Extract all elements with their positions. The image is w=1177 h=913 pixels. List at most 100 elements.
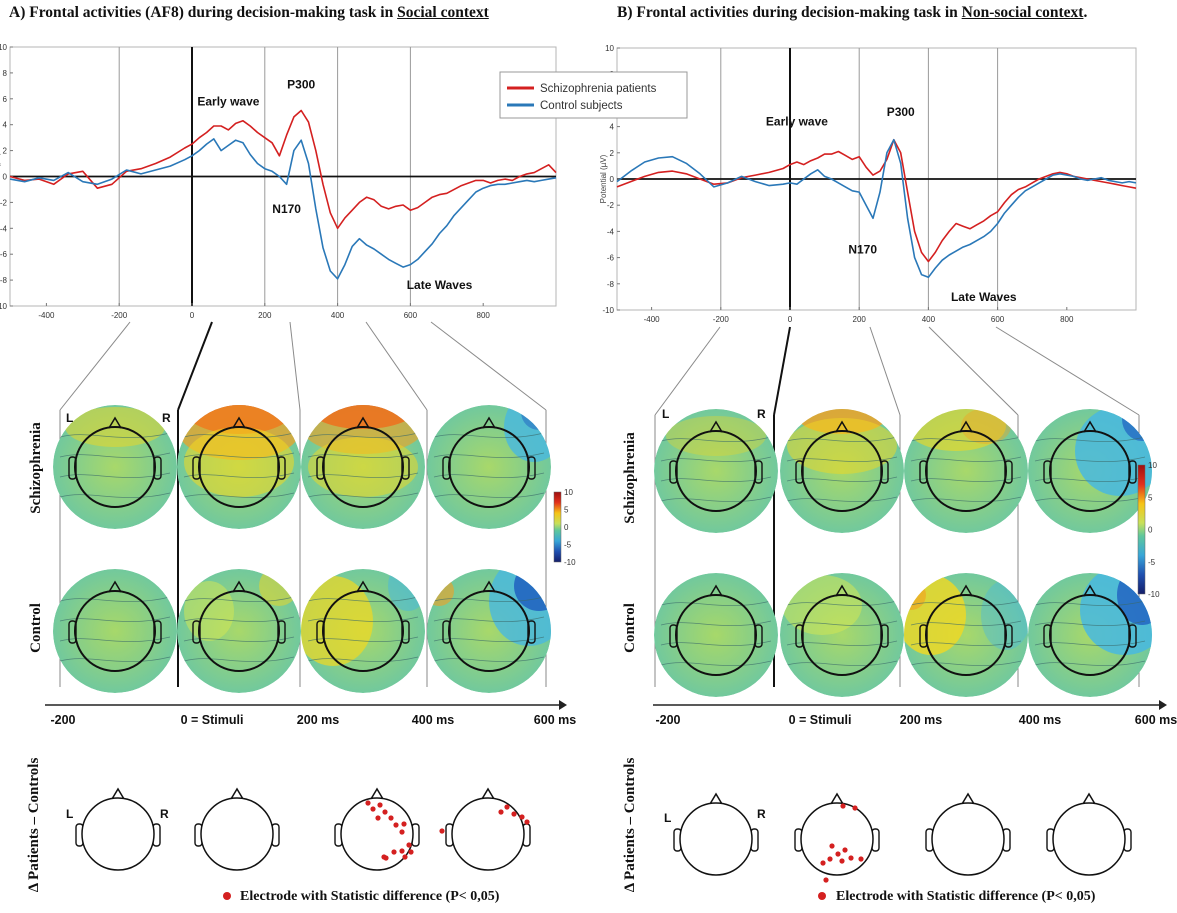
- head-outline: [200, 797, 274, 871]
- x-tick-label: -200: [713, 315, 730, 324]
- nose-outline: [830, 792, 844, 805]
- x-tick-label: 600: [404, 311, 418, 320]
- x-tick-label: 0: [788, 315, 793, 324]
- contour-line: [59, 452, 171, 458]
- significant-electrode-dot: [820, 860, 826, 866]
- contour-line: [183, 616, 295, 622]
- contour-line: [433, 492, 545, 498]
- head-outline: [448, 590, 530, 672]
- contour-line: [660, 456, 772, 462]
- contour-line: [307, 432, 419, 438]
- colorbar-gradient: [553, 491, 562, 563]
- contour-line: [59, 432, 171, 438]
- x-tick-label: 400: [331, 311, 345, 320]
- topo-blob: [301, 576, 373, 666]
- topo-blob: [676, 595, 756, 675]
- topo-map: [780, 409, 904, 533]
- contour-line: [183, 452, 295, 458]
- panel-title-a-context: Social context: [397, 4, 489, 21]
- significant-electrode-dot: [382, 809, 388, 815]
- topo-blob: [782, 575, 862, 635]
- contour-line: [910, 620, 1022, 626]
- footnote-label: Electrode with Statistic difference (P< …: [240, 889, 500, 904]
- contour-line: [1034, 660, 1146, 666]
- footnote-dot-icon: [223, 892, 231, 900]
- head-outline: [801, 430, 883, 512]
- contour-line: [1034, 436, 1146, 442]
- y-tick-label: -10: [602, 306, 614, 315]
- contour-line: [786, 600, 898, 606]
- connector-slant: [995, 326, 1140, 416]
- connector-slant: [869, 326, 901, 416]
- annotation-n170: N170: [848, 243, 877, 257]
- topo-map: [780, 573, 904, 697]
- topo-head-control-3: [427, 569, 551, 693]
- contour-line: [786, 496, 898, 502]
- colorbar-tick: 5: [1148, 493, 1153, 502]
- topo-blob: [787, 418, 897, 474]
- difference-head-b-3: [1046, 792, 1132, 876]
- colorbar-tick: 10: [564, 488, 573, 497]
- head-outline: [1049, 430, 1131, 512]
- nose-outline: [961, 792, 975, 805]
- nose-outline: [709, 792, 723, 805]
- nose-outline: [1083, 584, 1097, 597]
- topo-blob: [1122, 409, 1152, 441]
- contour-line: [786, 620, 898, 626]
- significant-electrode-dot: [399, 829, 405, 835]
- contour-line: [183, 656, 295, 662]
- head-outline: [74, 590, 156, 672]
- row-label-schizophrenia-b: Schizophrenia: [622, 432, 638, 524]
- time-tick-label: 200 ms: [297, 713, 339, 727]
- x-tick-label: 600: [991, 315, 1005, 324]
- time-axis-a: [45, 700, 567, 710]
- topo-map: [53, 569, 177, 693]
- y-tick-label: 8: [3, 69, 8, 78]
- row-label-difference-a: Δ Patients – Controls: [26, 758, 42, 893]
- footnote-label: Electrode with Statistic difference (P< …: [836, 889, 1096, 904]
- hemisphere-left-label: L: [664, 811, 671, 825]
- time-axis-arrow-icon: [559, 700, 567, 710]
- x-tick-label: 200: [258, 311, 272, 320]
- nose-outline: [356, 580, 370, 593]
- significant-electrode-dot: [829, 843, 835, 849]
- topo-blob: [521, 405, 551, 430]
- hemisphere-left-label: L: [662, 407, 669, 421]
- annotation-n170: N170: [272, 202, 301, 216]
- panel-title-b: B) Frontal activities during decision-ma…: [617, 4, 1087, 22]
- contour-line: [59, 656, 171, 662]
- contour-line: [786, 436, 898, 442]
- annotation-early-wave: Early wave: [766, 114, 828, 128]
- significant-electrode-dot: [835, 851, 841, 857]
- colorbar-tick: -10: [1148, 590, 1160, 599]
- connector-slant: [773, 326, 791, 416]
- colorbar-b: 10 5 0 -5 -10: [1137, 461, 1160, 599]
- x-tick-label: 800: [477, 311, 491, 320]
- colorbar-tick: 0: [1148, 526, 1153, 535]
- topo-blob: [184, 581, 234, 641]
- y-tick-label: -10: [0, 302, 8, 311]
- head-outline: [800, 802, 874, 876]
- contour-line: [183, 492, 295, 498]
- topo-blob: [535, 569, 551, 591]
- difference-head-b-0: [673, 792, 759, 876]
- head-outline: [1052, 802, 1126, 876]
- contour-line: [183, 432, 295, 438]
- time-tick-label: -200: [655, 713, 680, 727]
- colorbar-tick: 10: [1148, 461, 1157, 470]
- y-tick-label: -4: [0, 224, 8, 233]
- hemisphere-left-label: L: [66, 411, 73, 425]
- y-tick-label: -6: [607, 254, 615, 263]
- head-outline: [198, 590, 280, 672]
- topo-blob: [514, 569, 551, 611]
- time-tick-label: 0 = Stimuli: [181, 713, 244, 727]
- nose-outline: [370, 787, 384, 800]
- significant-electrode-dot: [511, 811, 517, 817]
- connector-slant: [928, 326, 1019, 416]
- connector-slant: [365, 321, 428, 411]
- y-tick-label: 10: [605, 44, 614, 53]
- contour-line: [433, 616, 545, 622]
- significant-electrode-dot: [370, 806, 376, 812]
- significant-electrode-dot: [439, 828, 445, 834]
- nose-outline: [232, 416, 246, 429]
